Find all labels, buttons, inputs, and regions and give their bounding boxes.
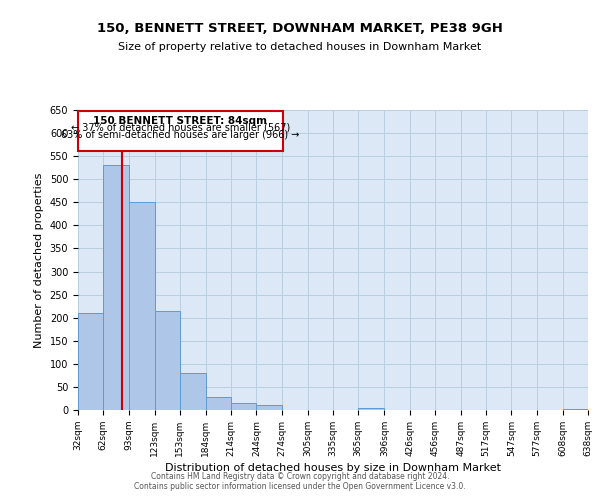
Text: Contains public sector information licensed under the Open Government Licence v3: Contains public sector information licen… <box>134 482 466 491</box>
Text: Contains HM Land Registry data © Crown copyright and database right 2024.: Contains HM Land Registry data © Crown c… <box>151 472 449 481</box>
Bar <box>563 409 588 410</box>
Bar <box>103 166 130 410</box>
X-axis label: Distribution of detached houses by size in Downham Market: Distribution of detached houses by size … <box>165 463 501 473</box>
Bar <box>155 311 180 410</box>
Bar <box>256 406 281 410</box>
FancyBboxPatch shape <box>78 111 283 150</box>
Text: 63% of semi-detached houses are larger (966) →: 63% of semi-detached houses are larger (… <box>61 130 299 140</box>
Bar <box>231 402 256 410</box>
Bar <box>78 313 103 410</box>
Text: 150 BENNETT STREET: 84sqm: 150 BENNETT STREET: 84sqm <box>93 116 267 126</box>
Text: Size of property relative to detached houses in Downham Market: Size of property relative to detached ho… <box>118 42 482 52</box>
Text: ← 37% of detached houses are smaller (567): ← 37% of detached houses are smaller (56… <box>71 123 290 133</box>
Bar <box>180 373 206 410</box>
Bar <box>206 397 231 410</box>
Bar <box>358 408 385 410</box>
Bar <box>130 202 155 410</box>
Text: 150, BENNETT STREET, DOWNHAM MARKET, PE38 9GH: 150, BENNETT STREET, DOWNHAM MARKET, PE3… <box>97 22 503 36</box>
Y-axis label: Number of detached properties: Number of detached properties <box>34 172 44 348</box>
